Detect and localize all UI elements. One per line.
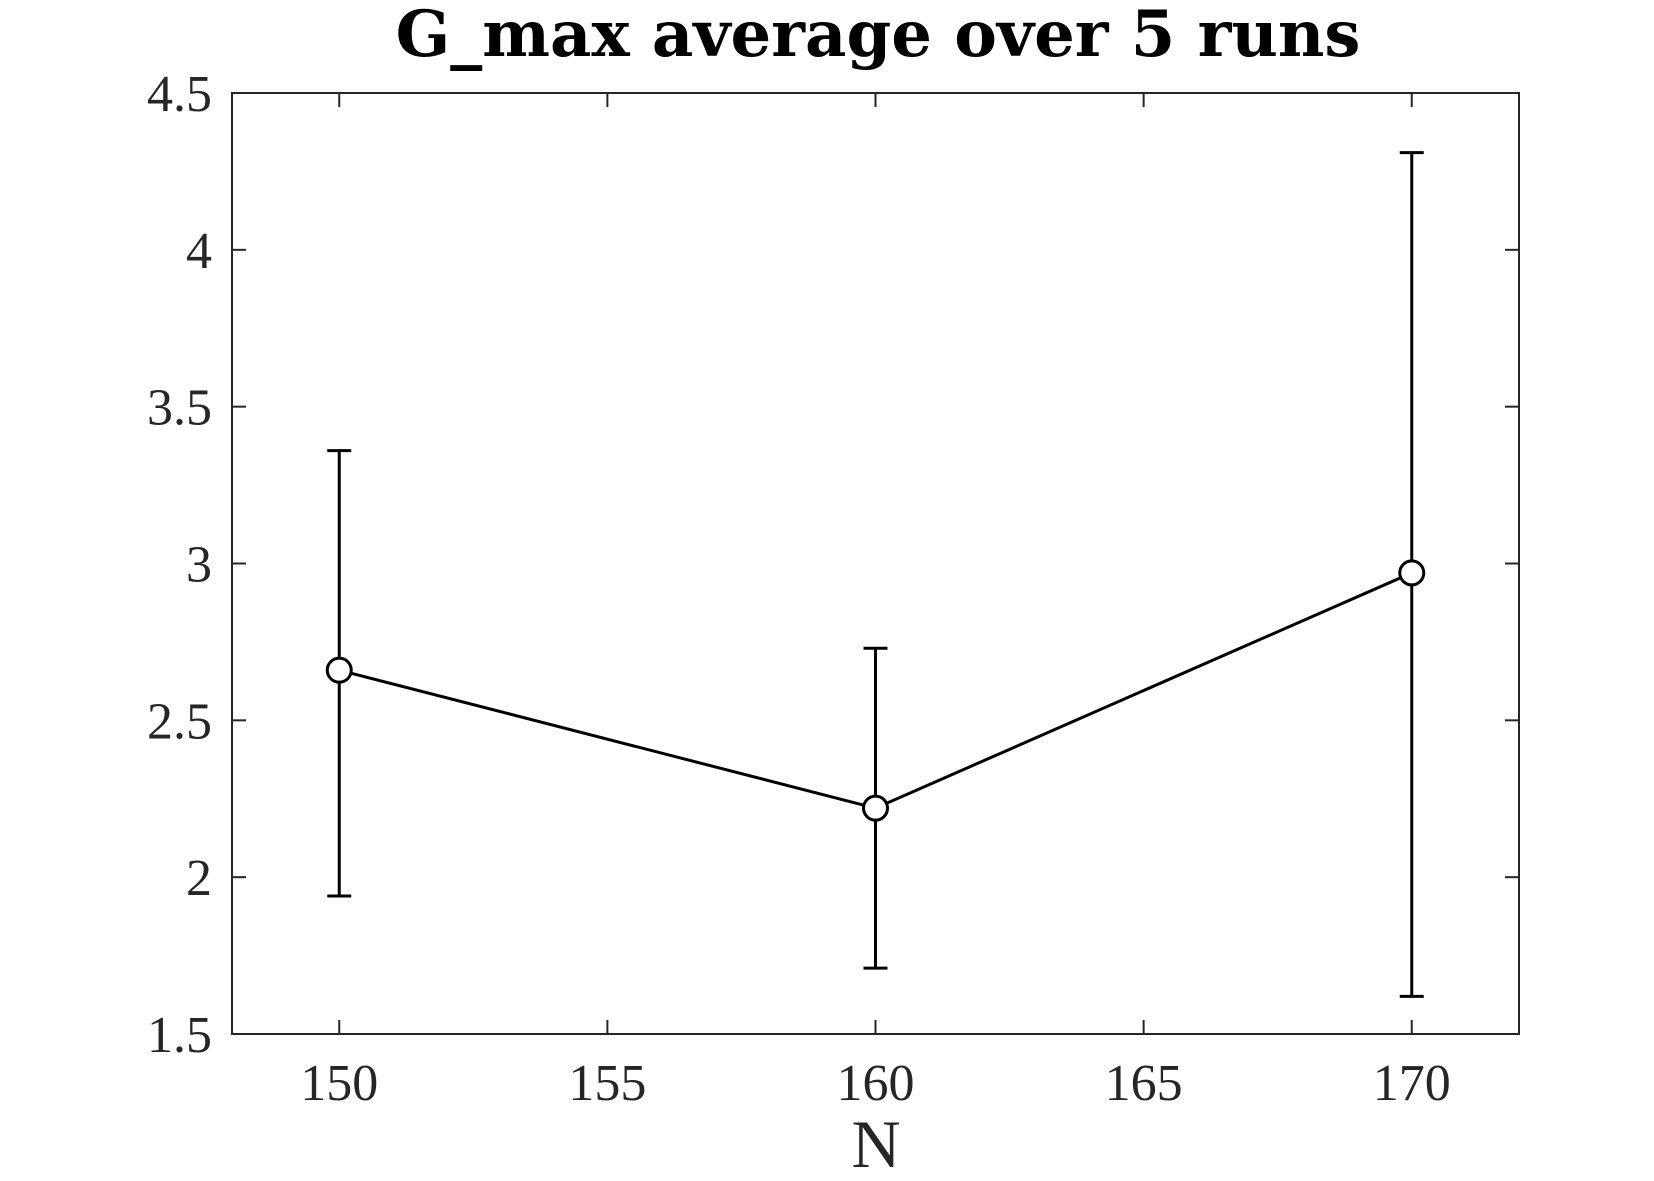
y-tick-label: 4 (186, 223, 212, 280)
x-tick-label: 150 (300, 1055, 378, 1112)
y-tick-label: 3 (186, 537, 212, 594)
x-tick-label: 165 (1105, 1055, 1183, 1112)
series-layer (325, 151, 1426, 998)
x-tick-label: 170 (1373, 1055, 1451, 1112)
tick-labels: 150 155 160 165 170 1.5 2 2.5 3 3.5 4 4.5 (147, 66, 1451, 1112)
y-tick-label: 2.5 (147, 693, 212, 750)
y-tick-label: 3.5 (147, 380, 212, 437)
axis-ticks (232, 92, 1519, 1035)
y-tick-label: 4.5 (147, 66, 212, 123)
data-point (862, 794, 889, 822)
x-axis-label: N (851, 1106, 900, 1181)
x-tick-label: 160 (837, 1055, 915, 1112)
chart-title: G_max average over 5 runs (396, 0, 1361, 72)
y-tick-label: 1.5 (147, 1007, 212, 1064)
y-tick-label: 2 (186, 850, 212, 907)
data-point (1398, 559, 1426, 587)
x-tick-label: 155 (568, 1055, 646, 1112)
data-point (325, 656, 353, 684)
